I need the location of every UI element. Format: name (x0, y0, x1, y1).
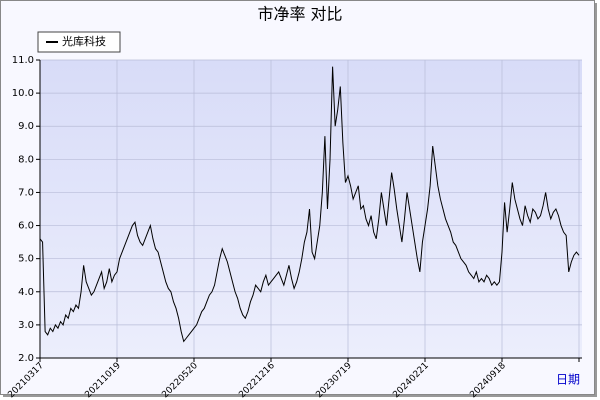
y-tick-label: 3.0 (18, 320, 34, 331)
legend-label: 光库科技 (62, 34, 106, 48)
y-tick-label: 5.0 (18, 254, 34, 265)
plot-area (40, 60, 582, 358)
y-tick-label: 11.0 (12, 55, 34, 66)
y-tick-label: 2.0 (18, 353, 34, 364)
y-tick-label: 9.0 (18, 121, 34, 132)
y-tick-label: 6.0 (18, 221, 34, 232)
chart-title: 市净率 对比 (257, 5, 342, 24)
x-axis-label: 日期 (556, 373, 580, 387)
y-tick-label: 4.0 (18, 287, 34, 298)
y-tick-label: 7.0 (18, 187, 34, 198)
y-tick-label: 8.0 (18, 154, 34, 165)
data-line (39, 66, 580, 343)
legend (37, 31, 121, 53)
y-tick-label: 10.0 (12, 88, 34, 99)
